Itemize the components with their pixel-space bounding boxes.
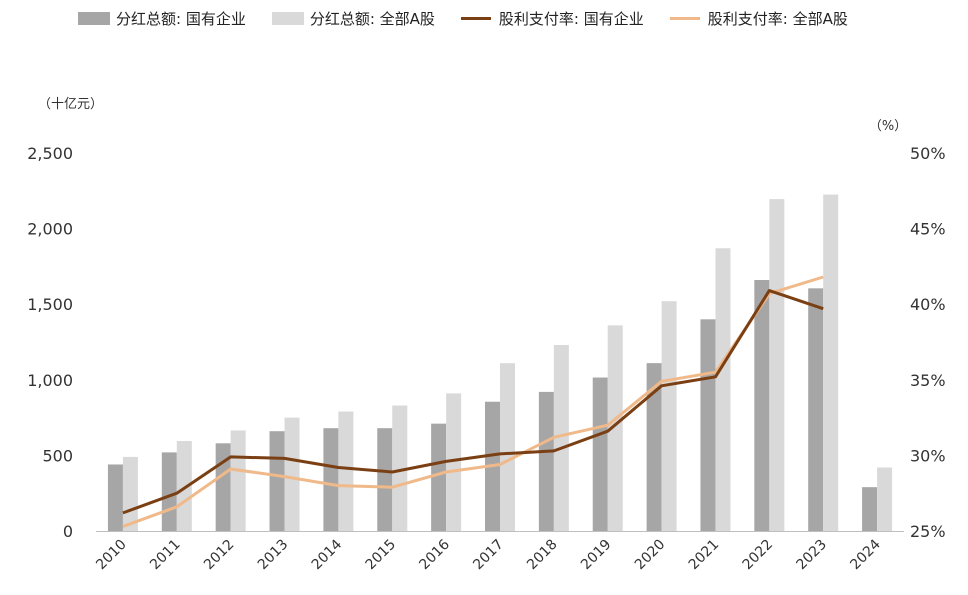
left-tick-label: 2,500 [27,144,73,163]
bar [877,467,893,531]
left-axis-unit: （十亿元） [38,97,103,112]
bar [500,363,515,531]
lines [122,275,824,528]
x-tick-label: 2020 [632,537,669,574]
series-line [122,275,824,528]
right-tick-label: 50% [910,144,946,163]
left-tick-label: 1,500 [27,295,73,314]
bar [862,487,878,531]
legend-label: 股利支付率: 国有企业 [498,10,644,28]
x-tick-label: 2014 [309,536,346,573]
right-tick-label: 45% [910,220,946,239]
legend-item-all-payout: 股利支付率: 全部A股 [669,8,848,29]
x-tick-label: 2019 [578,537,615,574]
bar [176,441,192,531]
bar [323,428,339,531]
x-tick-label: 2017 [470,537,507,574]
bars [96,194,904,532]
legend-swatch [78,12,110,25]
legend: 分红总额: 国有企业 分红总额: 全部A股 股利支付率: 国有企业 股利支付率:… [78,8,874,29]
right-tick-label: 30% [910,446,946,465]
legend-item-all-dividend: 分红总额: 全部A股 [271,8,435,29]
bar [122,456,138,531]
left-tick-label: 0 [63,522,73,541]
bar [431,423,447,531]
bar [553,345,569,531]
x-tick-label: 2010 [93,537,130,574]
right-tick-label: 35% [910,371,946,390]
bar [338,411,354,531]
x-tick-label: 2015 [363,537,400,574]
x-axis: 2010 2011 2012 2013 2014 2015 2016 2017 2018 2019… [93,536,884,573]
legend-item-soe-payout: 股利支付率: 国有企业 [460,8,644,29]
legend-item-soe-dividend: 分红总额: 国有企业 [78,8,246,29]
x-tick-label: 2018 [524,537,561,574]
left-tick-label: 2,000 [27,220,73,239]
bar [754,280,770,531]
x-tick-label: 2016 [416,536,453,573]
x-tick-label: 2011 [147,537,184,574]
bar [107,464,123,531]
bar [607,325,623,531]
bar [392,405,408,531]
x-tick-label: 2022 [740,537,777,574]
x-tick-label: 2012 [201,537,238,574]
legend-label: 分红总额: 全部A股 [309,10,435,28]
right-axis: 25% 30% 35% 40% 45% 50% [910,144,946,541]
legend-swatch [271,12,304,25]
bar [715,248,731,532]
legend-swatch [669,17,700,20]
bar [769,199,785,531]
bar [161,452,177,531]
bar [269,431,285,531]
x-tick-label: 2021 [686,537,723,574]
series-line [122,289,824,515]
bar [538,391,554,531]
bar [823,194,839,531]
bar [284,417,300,531]
right-axis-unit: （%） [869,119,907,134]
left-tick-label: 500 [42,446,73,465]
bar [215,443,231,531]
x-tick-label: 2013 [255,537,292,574]
bar [446,393,462,531]
x-tick-label: 2023 [794,537,831,574]
right-tick-label: 40% [910,295,946,314]
left-axis: 0 500 1,000 1,500 2,000 2,500 [27,144,73,541]
legend-swatch [460,17,491,20]
x-tick-label: 2024 [847,536,884,573]
bar [592,377,608,531]
bar [646,363,662,531]
legend-label: 股利支付率: 全部A股 [707,10,848,28]
bar [661,301,677,531]
legend-label: 分红总额: 国有企业 [116,10,246,28]
bar [700,319,716,531]
bar [230,430,246,531]
left-tick-label: 1,000 [27,371,73,390]
right-tick-label: 25% [910,522,946,541]
bar [377,428,393,531]
bar [808,288,824,531]
